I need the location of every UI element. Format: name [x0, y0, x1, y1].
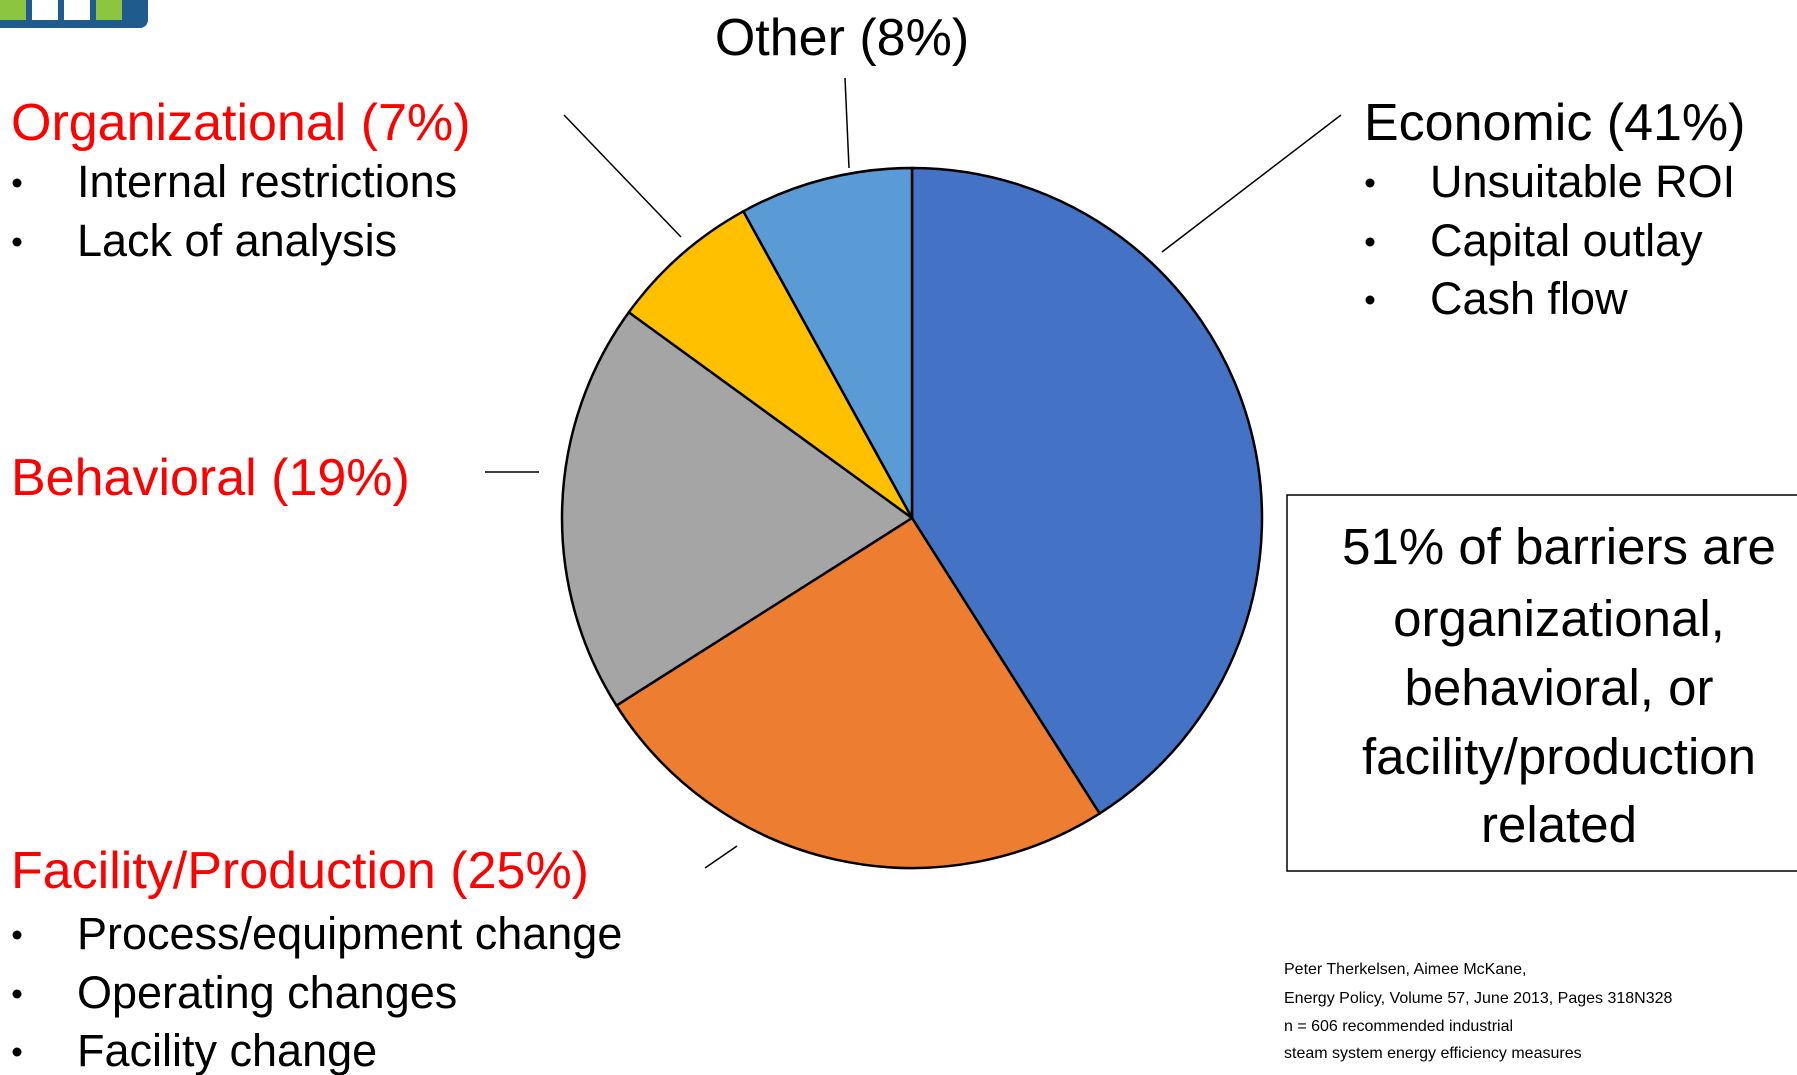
bullet-dot — [12, 930, 22, 940]
pie-slice — [910, 166, 1264, 816]
bullet-text: Process/equipment change — [77, 908, 622, 959]
slice-label: Other (8%) — [715, 9, 969, 67]
bullet-dot — [1365, 295, 1375, 305]
leader-line — [844, 77, 850, 169]
slice-label: Behavioral (19%) — [11, 449, 410, 507]
bullet-text: Internal restrictions — [77, 156, 457, 207]
bullet-dot — [12, 237, 22, 247]
bullet-dot — [1365, 178, 1375, 188]
source-text: Energy Policy, Volume 57, June 2013, Pag… — [1284, 990, 1673, 1007]
source-text: Peter Therkelsen, Aimee McKane, — [1284, 961, 1527, 978]
bullet-text: Cash flow — [1430, 273, 1628, 324]
bullet-text: Lack of analysis — [77, 215, 397, 266]
logo-cell — [32, 0, 58, 20]
note-text: facility/production — [1362, 728, 1756, 785]
slice-label: Facility/Production (25%) — [11, 842, 589, 900]
logo-cell — [64, 0, 90, 20]
bullet-dot — [12, 1047, 22, 1057]
bullet-dot — [1365, 237, 1375, 247]
pie-slice — [627, 209, 914, 520]
leader-line — [1161, 114, 1342, 253]
logo — [0, 0, 148, 28]
bullet-text: Capital outlay — [1430, 215, 1703, 266]
note-box — [1286, 494, 1797, 872]
leader-line — [563, 114, 682, 238]
note-text: behavioral, or — [1404, 659, 1713, 716]
bullet-text: Unsuitable ROI — [1430, 156, 1735, 207]
bullet-text: Operating changes — [77, 967, 457, 1018]
logo-cell — [96, 0, 122, 20]
pie-slice — [614, 516, 1102, 870]
source-text: steam system energy efficiency measures — [1284, 1045, 1582, 1062]
note-text: organizational, — [1393, 590, 1725, 647]
note-text: 51% of barriers are — [1342, 518, 1776, 575]
slice-label: Organizational (7%) — [11, 94, 471, 152]
pie-slice — [741, 166, 914, 519]
source-text: n = 606 recommended industrial — [1284, 1018, 1513, 1035]
pie-slice — [560, 310, 915, 708]
leader-line — [704, 845, 738, 869]
bullet-dot — [12, 178, 22, 188]
slice-label: Economic (41%) — [1364, 94, 1745, 152]
bullet-dot — [12, 989, 22, 999]
note-text: related — [1481, 796, 1637, 853]
logo-cell — [0, 0, 26, 20]
bullet-text: Facility change — [77, 1025, 377, 1075]
